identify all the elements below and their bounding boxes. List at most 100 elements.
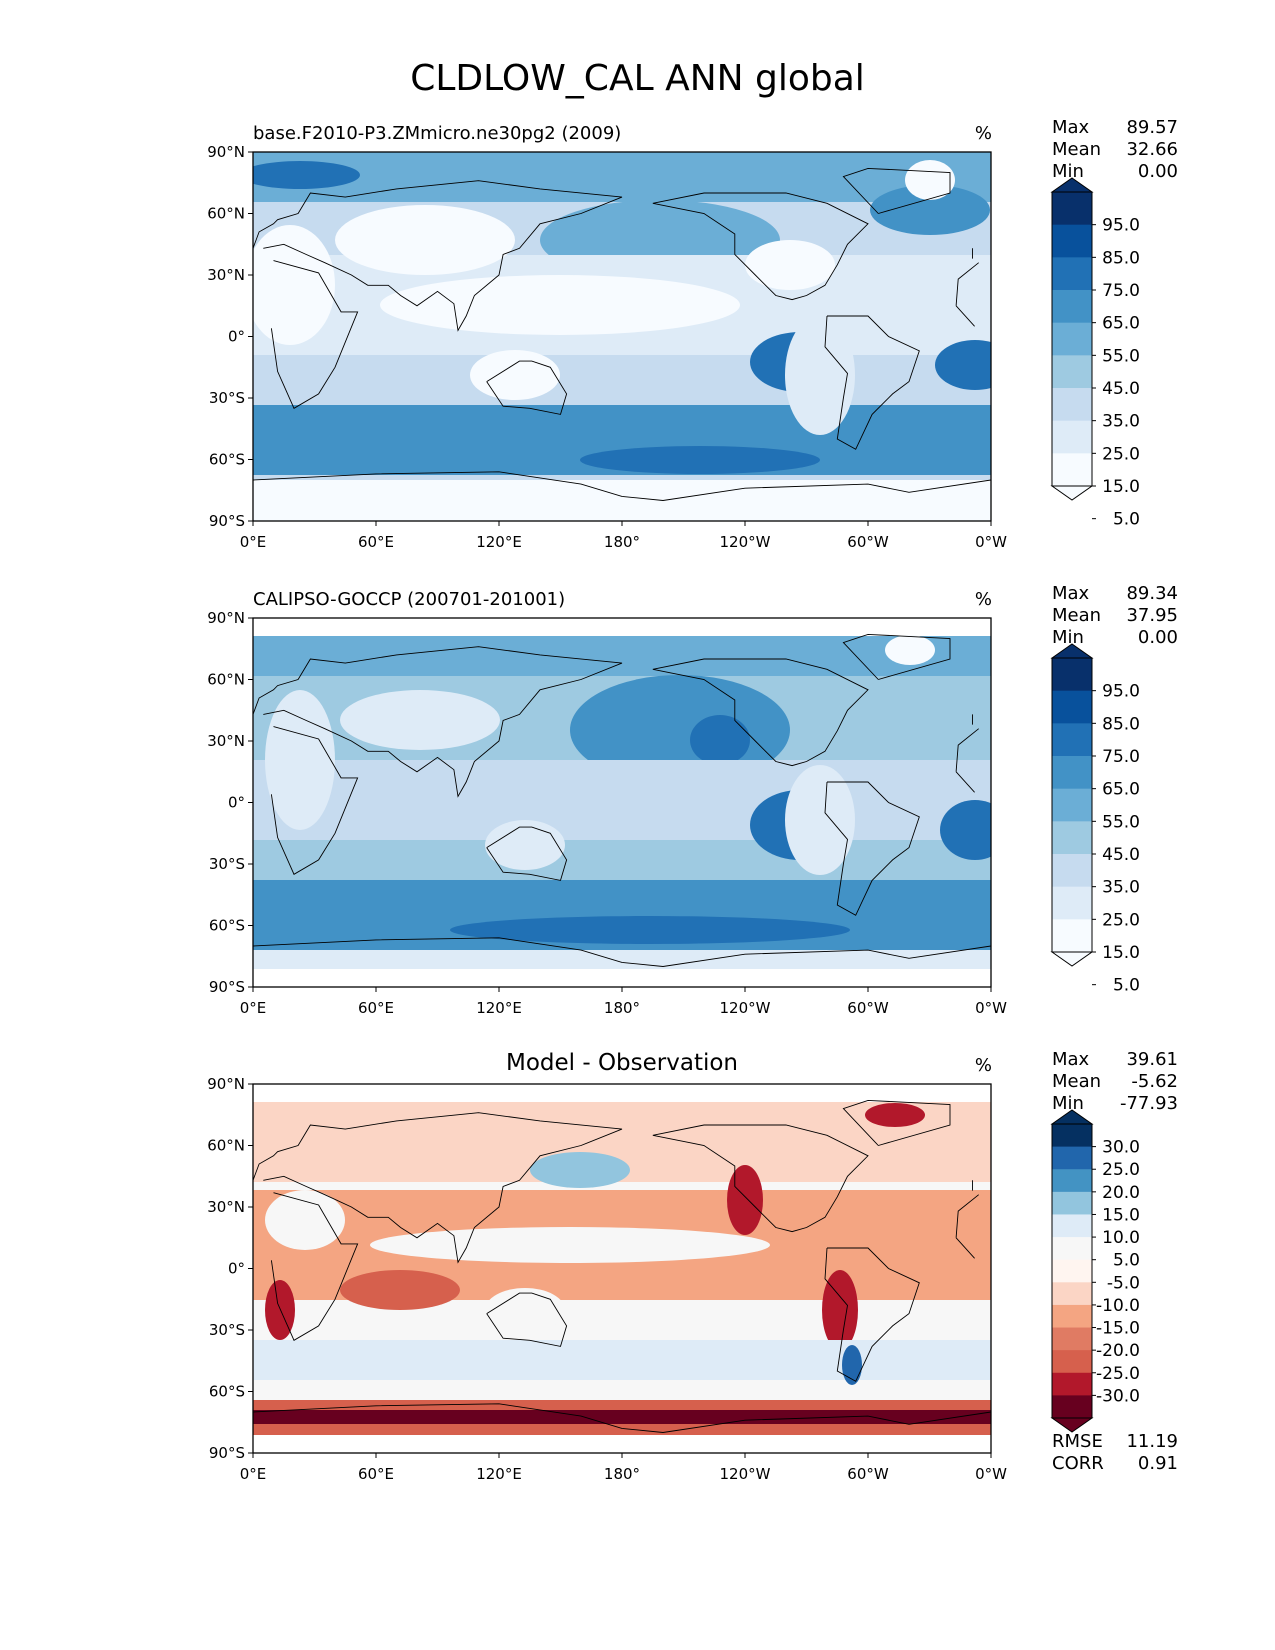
north-pacific-positive (530, 1152, 630, 1188)
min-label: Min (1052, 161, 1084, 182)
mean-value: 32.66 (1126, 139, 1178, 160)
colorbar-label: 25.0 (1102, 444, 1140, 464)
colorbar-frame (1051, 657, 1093, 953)
panel-3-metrics: RMSE 11.19 CORR 0.91 (1052, 1431, 1178, 1475)
coastline (253, 937, 991, 967)
colorbar-label: 25.0 (1102, 910, 1140, 930)
colorbar-segment (1052, 690, 1092, 724)
coastline (270, 260, 979, 409)
max-label: Max (1052, 1049, 1090, 1070)
x-tick-label: 60°E (358, 999, 394, 1017)
africa-land (253, 225, 335, 345)
y-tick-label: 30°N (207, 732, 245, 750)
y-tick-label: 60°N (207, 671, 245, 689)
colorbar-label: 25.0 (1102, 1160, 1140, 1180)
x-tick-label: 120°W (720, 533, 771, 551)
colorbar-label: 45.0 (1102, 845, 1140, 865)
colorbar-segment (1052, 420, 1092, 454)
max-value: 39.61 (1126, 1049, 1178, 1070)
coastline (253, 1403, 991, 1433)
colorbars: 95.085.075.065.055.045.035.025.015.05.09… (1050, 177, 1140, 1433)
colorbar-label: 55.0 (1102, 812, 1140, 832)
coastline (486, 1292, 568, 1347)
colorbar-label: 35.0 (1102, 878, 1140, 898)
coastlines-panel-3 (253, 1099, 991, 1433)
mean-value: -5.62 (1131, 1071, 1178, 1092)
colorbar-frame (1051, 1123, 1093, 1419)
colorbar-label: 5.0 (1113, 1251, 1140, 1271)
peru-negative (822, 1270, 858, 1350)
colorbar-segment (1052, 1327, 1092, 1351)
california-stratocumulus (690, 715, 750, 765)
colorbar-label: 85.0 (1102, 248, 1140, 268)
max-label: Max (1052, 583, 1090, 604)
y-tick-label: 30°S (209, 389, 245, 407)
california-negative (727, 1165, 763, 1235)
australia-land (485, 1288, 565, 1332)
panel-obs-map (253, 618, 991, 987)
x-tick-label: 60°W (847, 533, 889, 551)
colorbar-segment (1052, 1304, 1092, 1329)
greenland-land (885, 635, 935, 665)
coastline (824, 315, 920, 450)
x-tick-label: 120°W (720, 1465, 771, 1483)
figure-title: CLDLOW_CAL ANN global (410, 58, 865, 99)
southern-ocean-max (580, 446, 820, 474)
colorbar-segment (1052, 1350, 1092, 1374)
colorbar-label: 20.0 (1102, 1183, 1140, 1203)
southern-ocean-max (450, 916, 850, 944)
mean-value: 37.95 (1126, 605, 1178, 626)
southern-ocean-positive (253, 1340, 991, 1380)
arctic-band (253, 636, 991, 676)
x-tick-label: 0°W (975, 1465, 1007, 1483)
colorbar-segment (1052, 886, 1092, 920)
coastline (842, 167, 951, 214)
colorbar-label: 5.0 (1113, 510, 1140, 530)
africa-land (265, 1190, 345, 1250)
y-tick-label: 90°N (207, 143, 245, 161)
corr-value: 0.91 (1137, 1453, 1178, 1474)
panel-3-unit: % (974, 1055, 992, 1076)
x-tick-label: 120°W (720, 999, 771, 1017)
x-tick-label: 120°E (476, 1465, 522, 1483)
coastline (652, 1124, 869, 1233)
colorbar-segment (1052, 1146, 1092, 1170)
y-tick-label: 90°N (207, 1075, 245, 1093)
colorbar-bottom-arrow (1050, 485, 1094, 501)
y-tick-label: 30°N (207, 266, 245, 284)
colorbar-segment (1052, 322, 1092, 356)
colorbar-segment (1052, 854, 1092, 888)
y-tick-label: 0° (228, 794, 245, 812)
colorbar-segment (1052, 224, 1092, 258)
coastlines (253, 167, 991, 1433)
colorbar-label: 65.0 (1102, 314, 1140, 334)
y-tick-label: 60°N (207, 1137, 245, 1155)
coastline (270, 726, 979, 875)
axes-panel-3: 0°E 60°E 120°E 180° 120°W 60°W 0°W 90°N 60°N 30°N… (207, 1075, 1007, 1483)
y-tick-label: 0° (228, 1260, 245, 1278)
panel-1-stats: Max 89.57 Mean 32.66 Min 0.00 (1052, 117, 1178, 183)
min-value: -77.93 (1119, 1093, 1178, 1114)
x-tick-label: 60°W (847, 999, 889, 1017)
south-america-tip-positive (842, 1345, 862, 1385)
australia-land (470, 350, 560, 400)
colorbar-panel-3: 30.025.0 20.015.0 10.0 5.0-5.0 -10.0 -15.0-20… (1050, 1109, 1140, 1433)
colorbar-label: -5.0 (1107, 1273, 1140, 1293)
south-america-land (785, 315, 855, 435)
x-tick-label: 0°E (240, 999, 267, 1017)
colorbar-segment (1052, 453, 1092, 487)
coastline (842, 633, 951, 680)
colorbar-segment (1052, 355, 1092, 389)
itcz-clear (380, 275, 740, 335)
panel-2-stats: Max 89.34 Mean 37.95 Min 0.00 (1052, 583, 1178, 649)
north-america-land (745, 240, 835, 290)
arctic-band (253, 152, 991, 202)
greenland-land (905, 160, 955, 200)
colorbar-segment (1052, 257, 1092, 291)
colorbar-segment (1052, 1237, 1092, 1261)
panel-3-title: Model - Observation (505, 1050, 739, 1076)
x-tick-label: 120°E (476, 533, 522, 551)
panel-3-stats: Max 39.61 Mean -5.62 Min -77.93 (1052, 1049, 1178, 1115)
colorbar-label: 55.0 (1102, 346, 1140, 366)
colorbar-segment (1052, 821, 1092, 855)
